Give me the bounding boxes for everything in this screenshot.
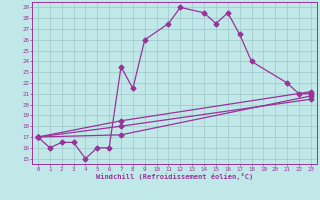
X-axis label: Windchill (Refroidissement éolien,°C): Windchill (Refroidissement éolien,°C) [96, 173, 253, 180]
